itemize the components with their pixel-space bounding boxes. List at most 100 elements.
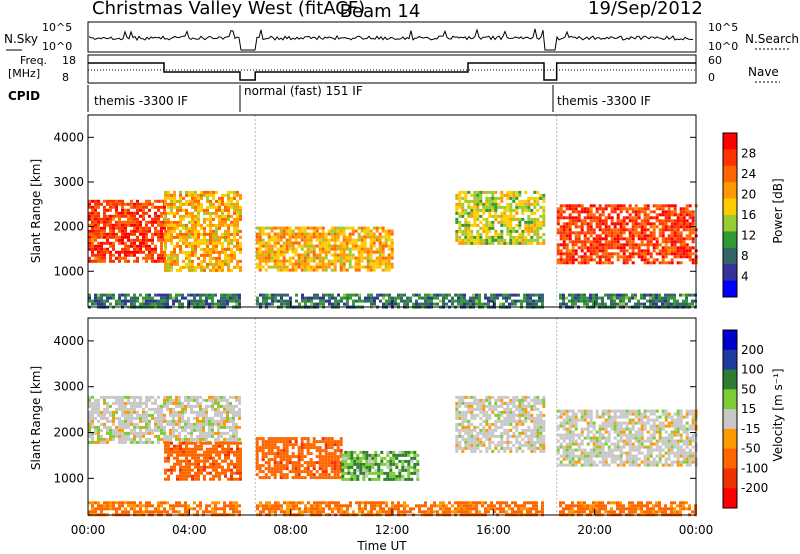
cell	[160, 250, 163, 254]
cell	[377, 465, 381, 469]
cell	[378, 232, 382, 236]
cell	[200, 202, 203, 206]
cell	[194, 217, 197, 221]
cell	[236, 232, 239, 236]
cell	[130, 205, 133, 209]
cell	[318, 458, 322, 462]
cell	[568, 234, 572, 238]
cell	[196, 419, 199, 423]
cell	[118, 440, 121, 444]
cell	[386, 453, 390, 457]
cell	[233, 265, 236, 269]
cell	[232, 419, 235, 423]
cell	[230, 202, 233, 206]
cell	[673, 299, 676, 303]
cell	[236, 453, 239, 457]
cell	[518, 202, 522, 206]
cell	[164, 238, 167, 242]
cell	[691, 219, 695, 223]
cell	[387, 268, 391, 272]
cell	[285, 449, 289, 453]
cell	[464, 401, 468, 405]
cell	[255, 464, 259, 468]
cell	[461, 238, 465, 242]
cell	[485, 223, 489, 227]
cell	[634, 216, 638, 220]
cell	[509, 428, 513, 432]
cell	[503, 416, 507, 420]
cell	[133, 223, 136, 227]
cell	[363, 232, 367, 236]
cell	[479, 449, 483, 453]
cell	[154, 398, 157, 402]
cell	[330, 476, 334, 480]
cell	[151, 223, 154, 227]
cell	[176, 444, 179, 448]
cell	[294, 455, 298, 459]
cell	[518, 217, 522, 221]
cell	[457, 302, 460, 306]
cell	[209, 462, 212, 466]
cell	[577, 255, 581, 259]
cell	[160, 247, 163, 251]
cell	[224, 229, 227, 233]
cell	[577, 204, 581, 208]
cell	[197, 211, 200, 215]
cell	[628, 246, 632, 250]
cell	[331, 296, 334, 300]
cell	[631, 234, 635, 238]
cell	[286, 299, 289, 303]
cell	[479, 232, 483, 236]
cell	[112, 202, 115, 206]
cell	[167, 220, 170, 224]
cell	[179, 193, 182, 197]
cell	[167, 190, 170, 194]
cell	[568, 222, 572, 226]
cell	[211, 401, 214, 405]
cell	[258, 235, 262, 239]
cell	[106, 238, 109, 242]
cell	[458, 193, 462, 197]
cell	[589, 204, 593, 208]
cell	[175, 398, 178, 402]
cell	[506, 416, 510, 420]
cell	[532, 302, 535, 306]
cell	[276, 259, 280, 263]
cell	[136, 434, 139, 438]
cell	[503, 205, 507, 209]
cell	[288, 262, 292, 266]
cell	[306, 238, 310, 242]
cell	[412, 293, 415, 297]
cell	[215, 268, 218, 272]
cell	[556, 231, 560, 235]
cell	[94, 296, 97, 300]
cell	[455, 440, 459, 444]
cell	[604, 228, 608, 232]
cell	[196, 413, 199, 417]
cell	[145, 259, 148, 263]
cell	[88, 217, 91, 221]
cell	[173, 226, 176, 230]
cell	[214, 413, 217, 417]
cell	[539, 196, 543, 200]
cell	[691, 246, 695, 250]
cell	[673, 234, 677, 238]
cell	[464, 443, 468, 447]
cell	[264, 473, 268, 477]
cell	[160, 302, 163, 306]
cell	[164, 471, 167, 475]
cell	[315, 461, 319, 465]
cell	[375, 238, 379, 242]
cell	[232, 422, 235, 426]
cell	[472, 299, 475, 303]
cell	[369, 250, 373, 254]
cell	[88, 241, 91, 245]
cell	[688, 302, 691, 306]
cell	[404, 477, 408, 481]
cell	[151, 238, 154, 242]
cell	[559, 204, 563, 208]
cell	[467, 407, 471, 411]
cell	[476, 238, 480, 242]
cell	[224, 456, 227, 460]
cell	[173, 462, 176, 466]
